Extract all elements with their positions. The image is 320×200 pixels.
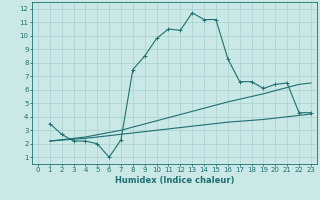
X-axis label: Humidex (Indice chaleur): Humidex (Indice chaleur) xyxy=(115,176,234,185)
